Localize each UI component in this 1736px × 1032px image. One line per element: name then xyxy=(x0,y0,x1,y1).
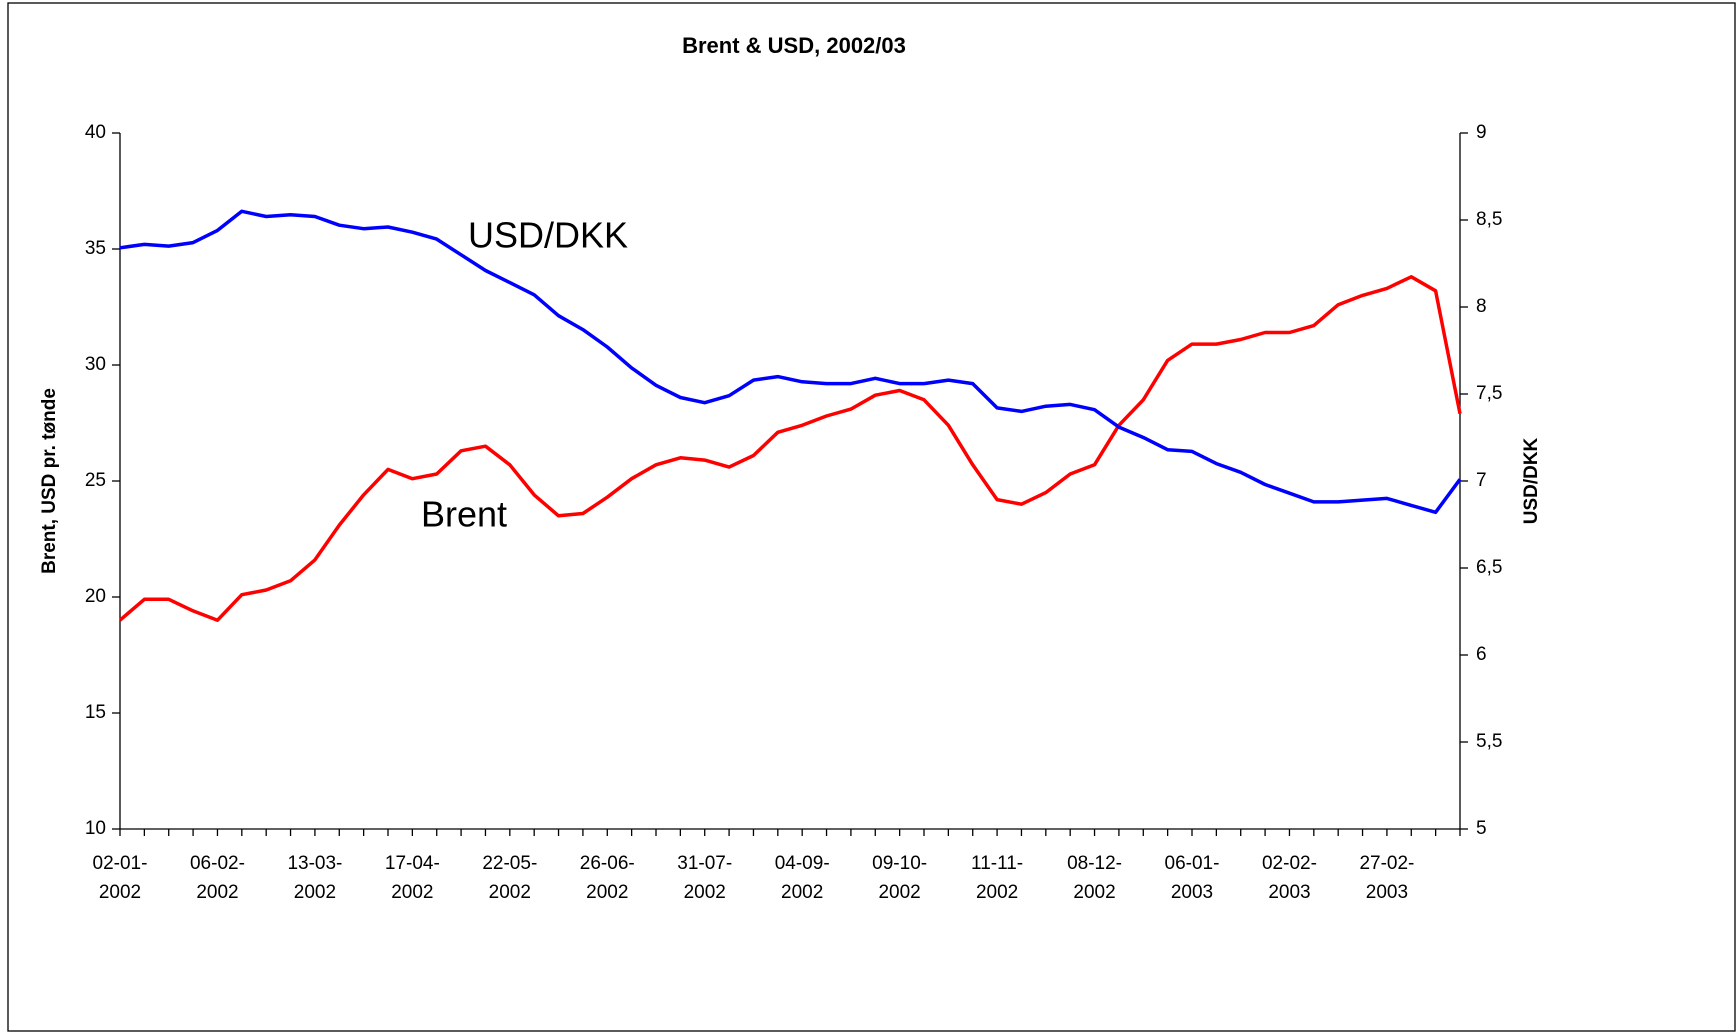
y-tick-label: 35 xyxy=(85,238,106,259)
x-tick-label: 31-07-2002 xyxy=(677,853,732,903)
y2-tick-label: 6,5 xyxy=(1476,557,1502,578)
x-tick-label: 22-05-2002 xyxy=(482,853,537,903)
series-line xyxy=(118,275,1462,622)
y-tick-label: 10 xyxy=(85,818,106,839)
x-tick-label: 04-09-2002 xyxy=(775,853,830,903)
y-tick-label: 20 xyxy=(85,586,106,607)
y2-tick-label: 5 xyxy=(1476,818,1487,839)
x-tick-label: 06-01-2003 xyxy=(1165,853,1220,903)
series-line xyxy=(119,209,1462,515)
y-tick-label: 30 xyxy=(85,354,106,375)
y2-tick-label: 5,5 xyxy=(1476,731,1502,752)
y2-tick-label: 7,5 xyxy=(1476,383,1502,404)
y-axis-label: Brent, USD pr. tønde xyxy=(39,388,60,574)
y2-axis-label: USD/DKK xyxy=(1521,437,1542,524)
chart-frame xyxy=(7,2,1736,1032)
x-tick-label: 02-02-2003 xyxy=(1262,853,1317,903)
series-label: Brent xyxy=(421,494,507,535)
y2-tick-label: 9 xyxy=(1476,122,1487,143)
y-tick-label: 15 xyxy=(85,702,106,723)
x-tick-label: 11-11-2002 xyxy=(971,853,1023,903)
y2-tick-label: 8 xyxy=(1476,296,1487,317)
x-tick-label: 26-06-2002 xyxy=(580,853,635,903)
x-tick-label: 27-02-2003 xyxy=(1359,853,1414,903)
chart-title: Brent & USD, 2002/03 xyxy=(682,33,906,58)
x-tick-label: 08-12-2002 xyxy=(1067,853,1122,903)
x-tick-label: 13-03-2002 xyxy=(287,853,342,903)
y2-tick-label: 8,5 xyxy=(1476,209,1502,230)
series-label: USD/DKK xyxy=(468,215,628,256)
x-tick-label: 02-01-2002 xyxy=(93,853,148,903)
x-tick-label: 06-02-2002 xyxy=(190,853,245,903)
x-tick-label: 09-10-2002 xyxy=(872,853,927,903)
x-tick-label: 17-04-2002 xyxy=(385,853,440,903)
y2-tick-label: 7 xyxy=(1476,470,1487,491)
y-tick-label: 40 xyxy=(85,122,106,143)
y-tick-label: 25 xyxy=(85,470,106,491)
y2-tick-label: 6 xyxy=(1476,644,1487,665)
